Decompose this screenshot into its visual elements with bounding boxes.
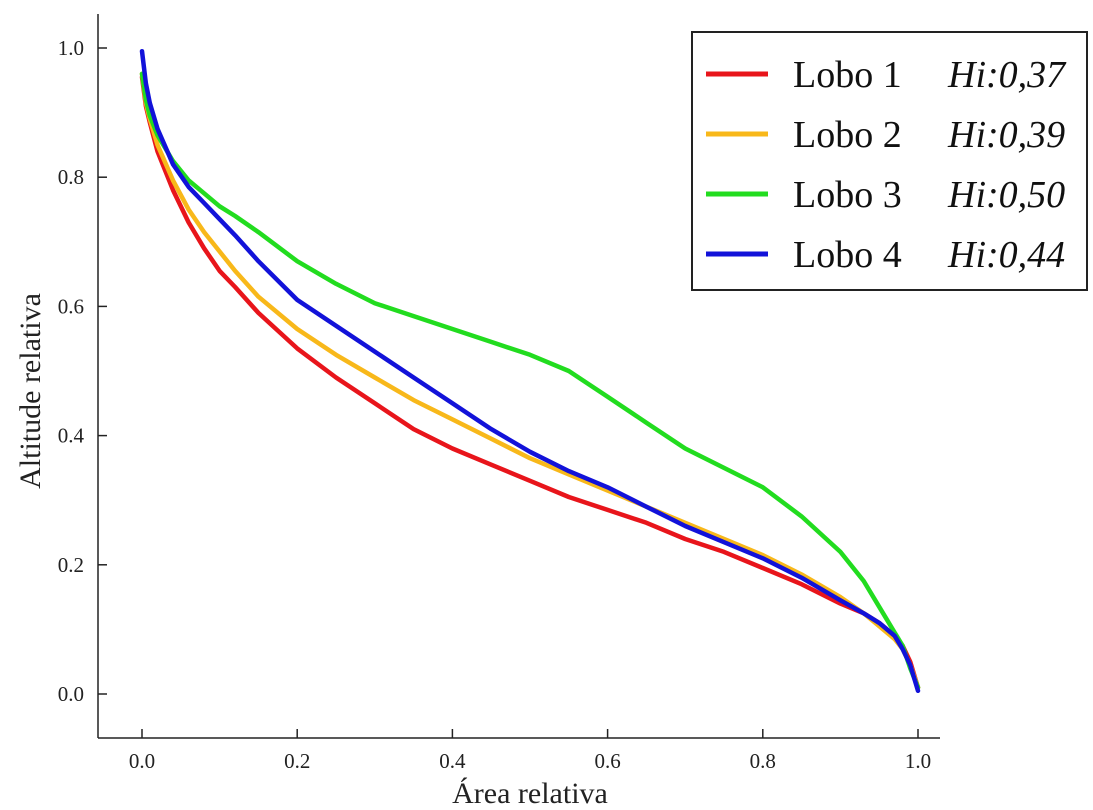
series-line-lobo-4 [139, 48, 921, 694]
legend-label-lobo-3: Lobo 3 [793, 174, 902, 216]
legend: Lobo 1 Hi:0,37 Lobo 2 Hi:0,39 Lobo 3 Hi:0,50 L… [691, 31, 1088, 291]
series-line-lobo-3 [139, 71, 921, 690]
y-tick-label: 0.2 [58, 553, 84, 577]
y-tick-label: 0.0 [58, 682, 84, 706]
x-axis-title: Área relativa [452, 777, 608, 810]
y-axis-title: Altitude relativa [14, 293, 47, 489]
y-tick-label: 0.6 [58, 294, 84, 318]
axes: 0.0 0.2 0.4 0.6 0.8 1.0 0.0 0.2 0.4 0.6 0.8 1.0 [58, 14, 940, 773]
x-tick-label: 0.4 [439, 749, 466, 773]
x-tick-label: 0.8 [750, 749, 776, 773]
x-tick-label: 0.0 [129, 749, 155, 773]
legend-hi-lobo-1: Hi:0,37 [947, 54, 1067, 96]
x-tick-label: 1.0 [905, 749, 931, 773]
legend-hi-lobo-4: Hi:0,44 [947, 234, 1065, 276]
legend-hi-lobo-3: Hi:0,50 [947, 174, 1065, 216]
legend-hi-lobo-2: Hi:0,39 [947, 114, 1065, 156]
legend-label-lobo-1: Lobo 1 [793, 54, 902, 96]
x-tick-label: 0.2 [284, 749, 310, 773]
legend-label-lobo-2: Lobo 2 [793, 114, 902, 156]
y-tick-label: 1.0 [58, 36, 84, 60]
x-tick-label: 0.6 [594, 749, 620, 773]
series-lines [139, 48, 921, 694]
y-tick-label: 0.8 [58, 165, 84, 189]
legend-label-lobo-4: Lobo 4 [793, 234, 902, 276]
y-tick-label: 0.4 [58, 424, 85, 448]
